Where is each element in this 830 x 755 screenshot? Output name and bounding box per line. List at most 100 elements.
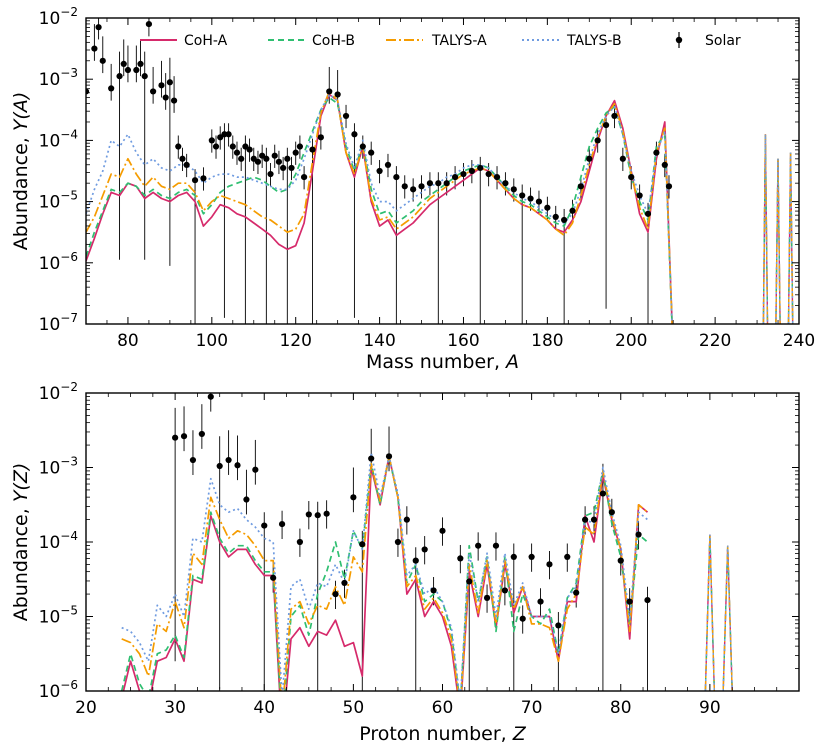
solar-point-top-14: [162, 94, 169, 101]
x-tick-label-top-5: 180: [531, 331, 563, 351]
x-tick-label-bottom-2: 40: [253, 698, 275, 718]
x-tick-label-top-0: 80: [117, 331, 139, 351]
solar-point-bottom-35: [510, 553, 517, 561]
solar-point-top-46: [317, 134, 324, 141]
solar-point-top-61: [443, 180, 450, 187]
solar-point-top-59: [426, 180, 434, 187]
bottom-plot-frame: [85, 392, 800, 692]
x-tick-label-top-1: 100: [196, 331, 228, 351]
solar-point-bottom-4: [207, 393, 214, 400]
solar-point-top-27: [229, 143, 236, 150]
y-tick-label-bottom-0: 10−6: [39, 678, 78, 702]
solar-point-bottom-2: [189, 456, 197, 464]
actinide-peak-top-talys-b-2: [787, 152, 794, 324]
bottom-y-axis-label: Abundance, Y(Z): [10, 463, 32, 622]
solar-point-bottom-37: [528, 553, 535, 561]
solar-point-top-36: [267, 170, 274, 178]
solar-point-top-33: [254, 158, 262, 165]
solar-point-bottom-50: [644, 597, 651, 604]
solar-point-bottom-7: [234, 462, 241, 469]
solar-point-bottom-44: [590, 516, 598, 523]
solar-point-top-53: [376, 167, 383, 175]
solar-point-bottom-28: [439, 527, 446, 534]
solar-point-bottom-30: [466, 578, 473, 585]
solar-point-top-83: [628, 174, 635, 181]
solar-point-bottom-13: [296, 538, 303, 546]
solar-point-top-18: [179, 155, 186, 162]
x-tick-label-bottom-3: 50: [343, 698, 365, 718]
solar-point-top-82: [619, 155, 626, 162]
solar-point-bottom-48: [626, 598, 633, 605]
solar-point-top-45: [309, 146, 316, 153]
top-panel: 80 100 120 140 160 180 200 220 240 10−7 10−6 10−5 10…: [10, 5, 815, 373]
solar-point-top-3: [99, 57, 106, 64]
solar-point-top-80: [602, 122, 610, 129]
legend-label-solar: Solar: [705, 33, 741, 49]
solar-point-top-57: [410, 186, 417, 193]
bottom-panel: 20 30 40 50 60 70 80 90 10−6 10−5 10−4 10−3 10−2 Pro…: [10, 380, 800, 745]
solar-point-top-54: [384, 161, 392, 168]
x-tick-label-bottom-7: 90: [699, 698, 721, 718]
solar-point-top-86: [653, 149, 660, 156]
solar-point-top-2: [95, 24, 102, 31]
solar-point-top-75: [561, 216, 568, 224]
solar-point-top-79: [594, 137, 601, 144]
legend-entry-coh-a: CoH-A: [140, 33, 228, 49]
actinide-peak-top-talys-b-1: [775, 158, 781, 324]
solar-point-top-77: [577, 183, 585, 190]
solar-point-top-55: [393, 174, 400, 181]
solar-point-bottom-46: [608, 509, 615, 516]
solar-point-top-1: [91, 45, 98, 52]
solar-point-top-64: [468, 167, 475, 175]
solar-point-bottom-19: [350, 494, 357, 501]
solar-point-top-29: [238, 155, 245, 162]
x-tick-label-top-6: 200: [615, 331, 647, 351]
legend-label-coh-a: CoH-A: [184, 33, 228, 49]
x-tick-label-bottom-6: 80: [610, 698, 632, 718]
solar-point-top-15: [166, 79, 173, 86]
solar-point-bottom-9: [252, 466, 259, 473]
actinide-peak-bottom-talys-b-0: [704, 534, 715, 691]
solar-point-bottom-43: [582, 516, 589, 523]
solar-point-top-41: [288, 164, 295, 172]
solar-point-top-4: [108, 85, 115, 92]
solar-point-top-47: [326, 88, 333, 95]
y-tick-label-top-4: 10−3: [39, 66, 78, 90]
series-line-bottom-coh-b: [120, 455, 649, 691]
legend-label-talys-b: TALYS-B: [566, 33, 622, 49]
solar-point-top-49: [342, 112, 350, 120]
actinide-peak-top-talys-a-0: [762, 134, 769, 324]
solar-point-bottom-45: [599, 490, 607, 497]
solar-point-bottom-24: [403, 516, 410, 523]
series-line-top-talys-a: [86, 90, 673, 324]
solar-point-top-68: [502, 180, 509, 187]
solar-point-bottom-12: [278, 521, 286, 528]
solar-point-bottom-38: [537, 598, 544, 605]
solar-point-top-69: [510, 186, 517, 193]
solar-point-bottom-6: [225, 456, 232, 464]
solar-point-bottom-31: [475, 542, 482, 549]
solar-point-top-5: [116, 73, 123, 80]
solar-point-top-51: [359, 143, 366, 150]
top-y-axis-label: Abundance, Y(A): [10, 92, 32, 251]
solar-point-top-63: [460, 170, 467, 178]
solar-point-top-28: [233, 149, 241, 156]
solar-point-bottom-20: [359, 541, 366, 548]
solar-point-bottom-42: [573, 589, 580, 596]
solar-point-top-67: [493, 174, 501, 181]
legend-entry-talys-b: TALYS-B: [522, 33, 622, 49]
series-line-top-coh-a: [86, 93, 673, 324]
solar-point-top-37: [271, 152, 278, 159]
solar-point-top-87: [661, 161, 668, 168]
solar-point-bottom-11: [270, 574, 277, 581]
solar-point-top-13: [158, 82, 165, 89]
solar-point-bottom-47: [617, 557, 624, 564]
solar-point-bottom-15: [314, 512, 321, 519]
y-tick-label-top-3: 10−4: [39, 127, 78, 151]
solar-point-bottom-25: [412, 557, 419, 564]
legend-entry-coh-b: CoH-B: [268, 33, 355, 49]
solar-point-bottom-29: [457, 555, 464, 562]
series-line-top-coh-b: [86, 96, 673, 324]
y-tick-label-top-0: 10−7: [39, 311, 78, 335]
y-tick-label-bottom-3: 10−3: [39, 455, 78, 479]
